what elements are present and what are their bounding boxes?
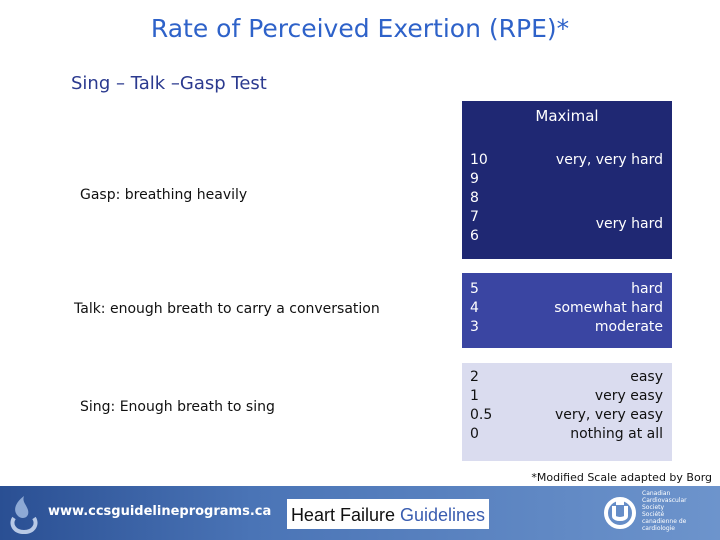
scale-description: very easy — [594, 388, 663, 404]
ccs-logo-icon — [604, 497, 636, 529]
subtitle: Sing – Talk –Gasp Test — [71, 73, 267, 94]
footer-url-link[interactable]: www.ccsguidelineprograms.ca — [48, 503, 272, 519]
scale-description: somewhat hard — [554, 300, 663, 316]
scale-number: 4 — [470, 300, 479, 316]
scale-number: 9 — [470, 171, 479, 187]
society-line: canadienne de — [642, 518, 687, 525]
scale-number: 5 — [470, 281, 479, 297]
scale-number: 0 — [470, 426, 479, 442]
scale-number: 7 — [470, 209, 479, 225]
society-line: Cardiovascular — [642, 497, 687, 504]
maximal-label: Maximal — [535, 107, 599, 125]
low-descriptions: easy very easy very, very easy nothing a… — [555, 368, 663, 444]
scale-number: 3 — [470, 319, 479, 335]
scale-number: 1 — [470, 388, 479, 404]
page-title: Rate of Perceived Exertion (RPE)* — [150, 14, 570, 43]
mid-descriptions: hard somewhat hard moderate — [554, 280, 663, 337]
society-name: Canadian Cardiovascular Society Société … — [642, 490, 687, 532]
scale-description: nothing at all — [570, 426, 663, 442]
guideline-logo-icon — [10, 496, 38, 535]
desc-very-very-hard: very, very hard — [555, 152, 663, 168]
footer-title-part1: Heart Failure — [290, 505, 400, 525]
scale-number: 10 — [470, 152, 488, 168]
scale-panel-low — [462, 363, 672, 461]
desc-very-hard: very hard — [595, 216, 663, 232]
scale-description: moderate — [594, 319, 663, 335]
mid-numbers: 5 4 3 — [470, 280, 479, 337]
scale-panel-high — [462, 101, 672, 259]
scale-number: 0.5 — [470, 407, 493, 423]
scale-description: hard — [631, 281, 663, 297]
gasp-label: Gasp: breathing heavily — [80, 187, 248, 203]
footer-title-part2: Guidelines — [399, 505, 486, 525]
high-numbers: 10 9 8 7 6 — [470, 151, 488, 246]
low-numbers: 2 1 0.5 0 — [470, 368, 492, 444]
society-line: Society — [642, 504, 665, 511]
society-line: Canadian — [642, 490, 671, 497]
scale-description: easy — [630, 369, 663, 385]
scale-number: 6 — [470, 228, 479, 244]
sing-label: Sing: Enough breath to sing — [80, 399, 275, 415]
footnote: *Modified Scale adapted by Borg — [531, 471, 712, 484]
talk-label: Talk: enough breath to carry a conversat… — [74, 301, 380, 317]
footer-title: Heart Failure Guidelines — [0, 499, 720, 529]
society-line: cardiologie — [642, 525, 675, 532]
scale-description: very, very easy — [554, 407, 663, 423]
scale-number: 8 — [470, 190, 479, 206]
scale-number: 2 — [470, 369, 479, 385]
scale-panel-mid — [462, 273, 672, 348]
society-line: Société — [642, 511, 665, 518]
